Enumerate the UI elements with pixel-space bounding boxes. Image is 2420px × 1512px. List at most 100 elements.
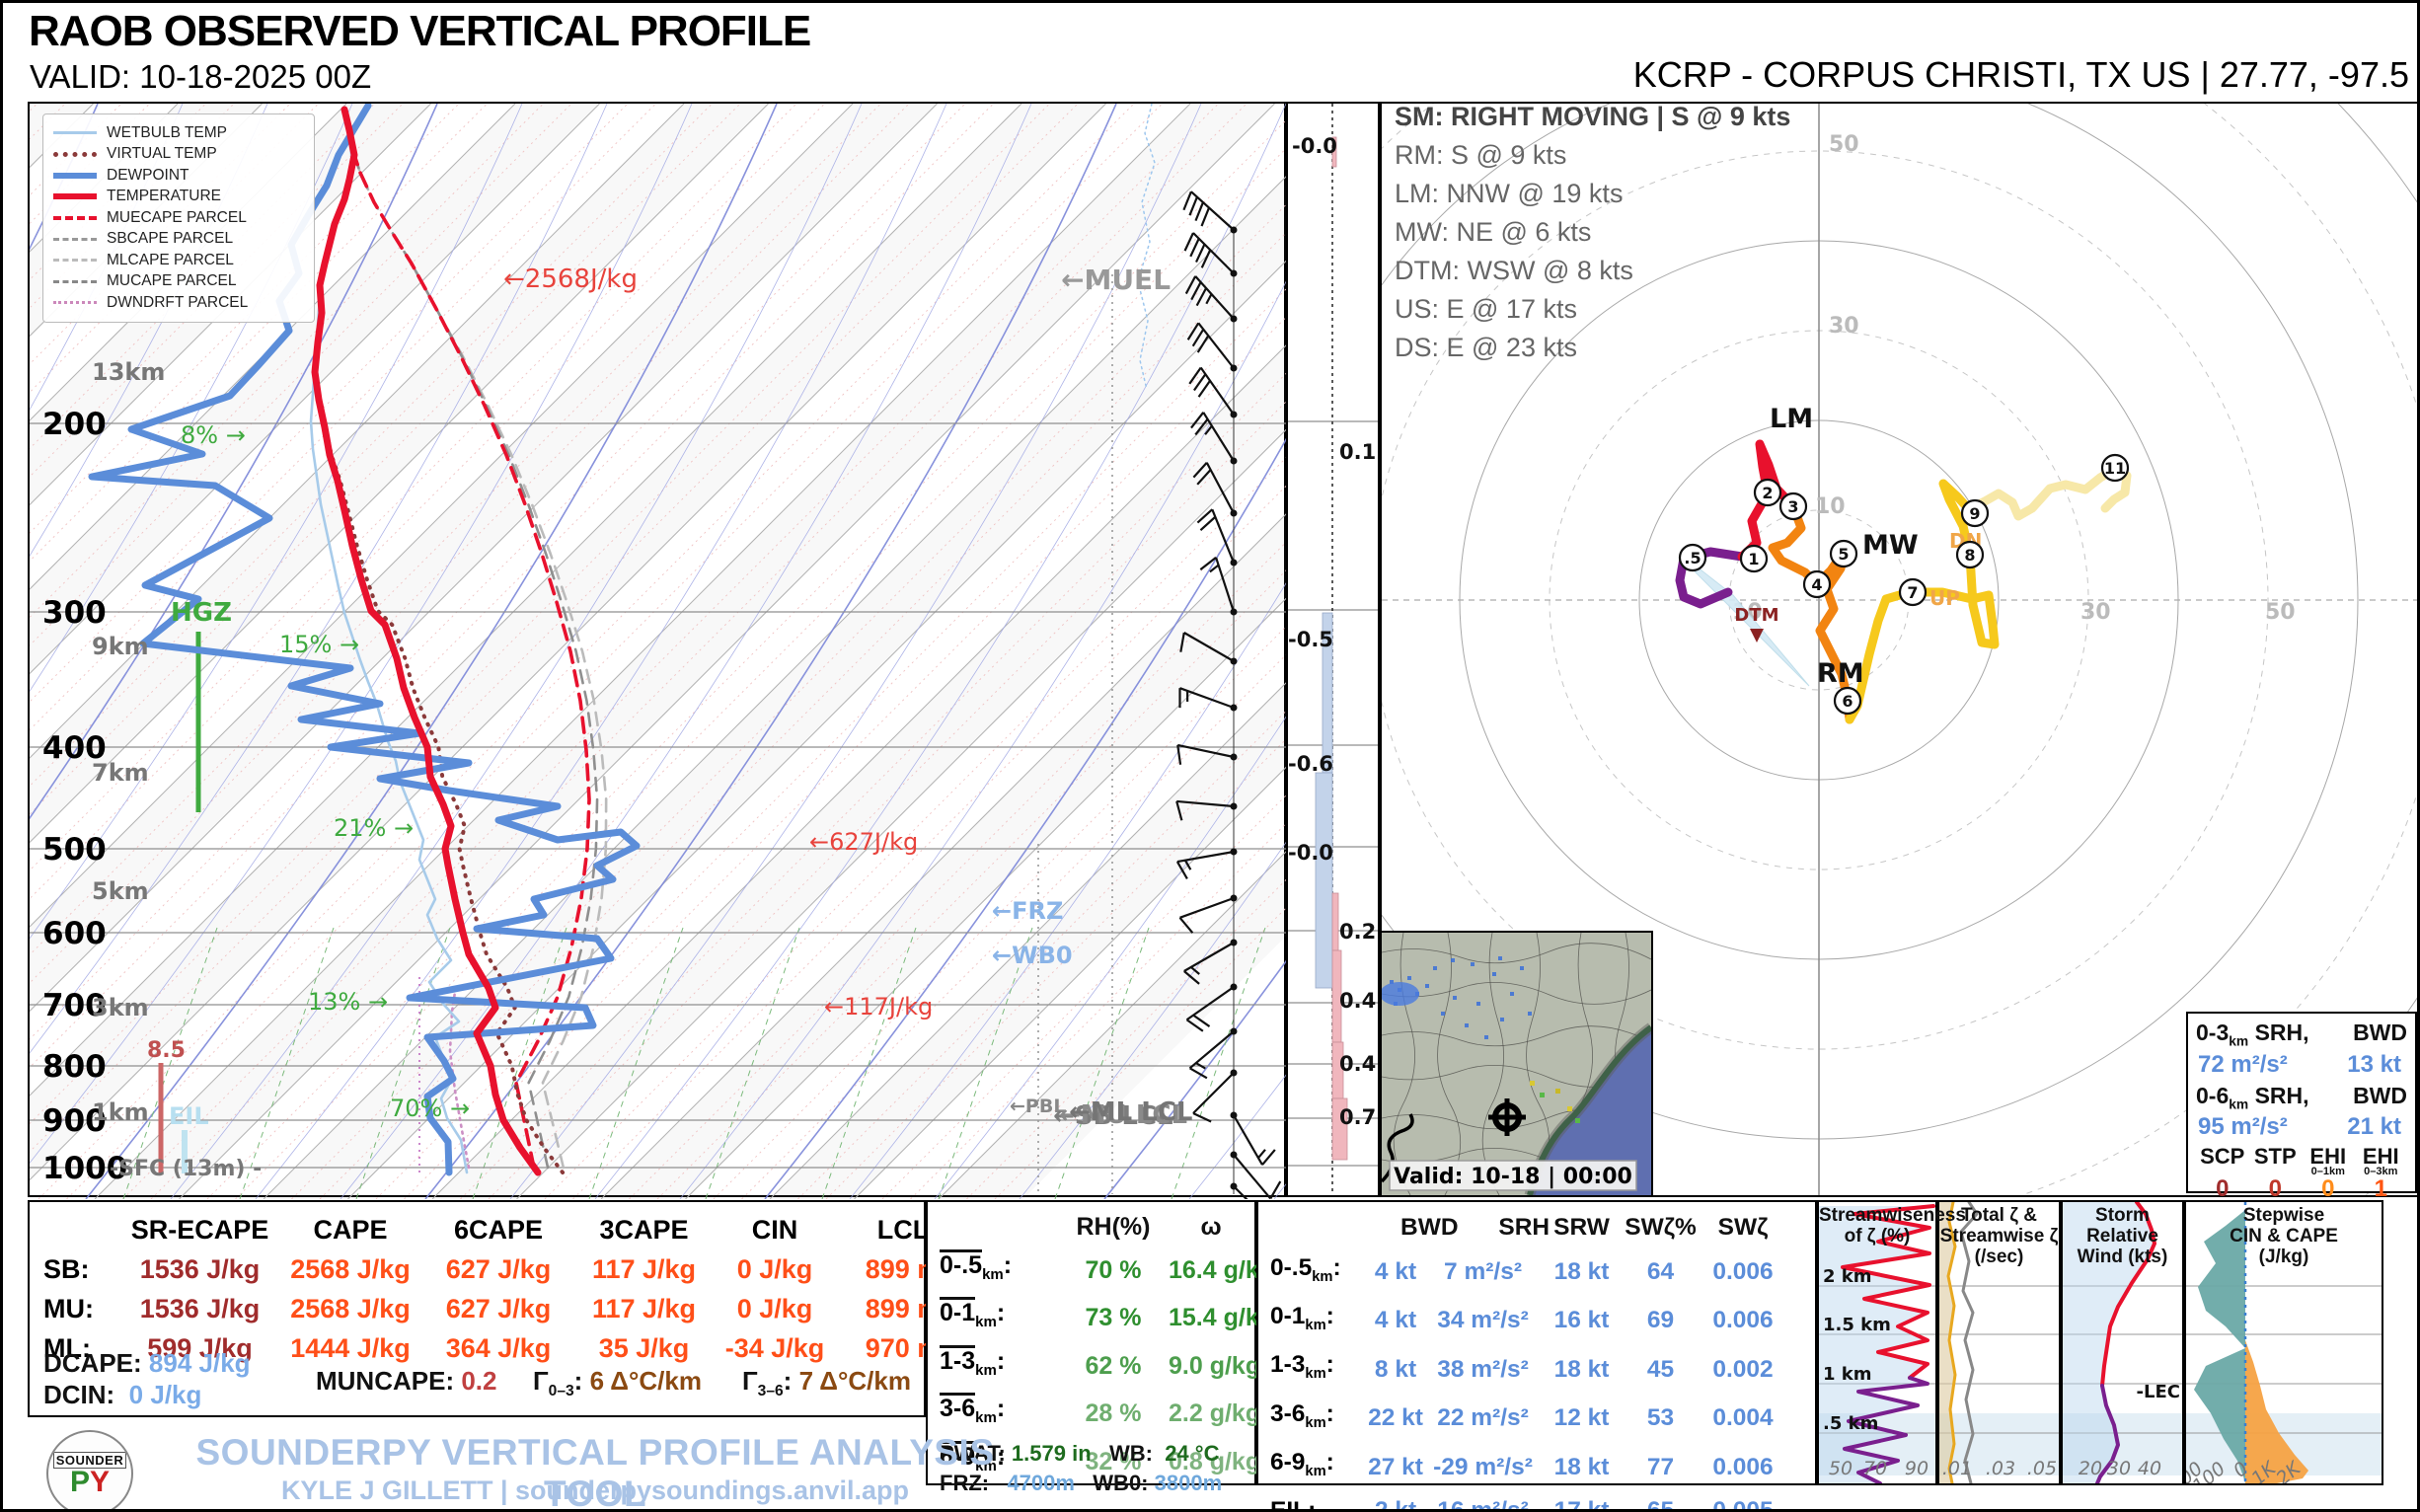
svg-text:5km: 5km xyxy=(92,877,149,905)
svg-text:0.7: 0.7 xyxy=(1339,1105,1376,1129)
temp-advection-column: -0.0 0.1 -0.5 -0.6 -0.0 0.2 0.4 0.4 0.7 xyxy=(1286,102,1380,1197)
svg-text:6: 6 xyxy=(1842,692,1853,711)
svg-text:1km: 1km xyxy=(92,1098,149,1126)
footer-title: SOUNDERPY VERTICAL PROFILE ANALYSIS TOOL xyxy=(195,1432,995,1512)
kinematics-header-row: BWD SRH SRW SWζ% SWζ xyxy=(1400,1214,1769,1241)
storm-motion-line: DS: E @ 23 kts xyxy=(1395,333,1577,362)
svg-text:900: 900 xyxy=(42,1103,107,1139)
svg-text:90: 90 xyxy=(1905,1458,1928,1479)
svg-text:1.5 km: 1.5 km xyxy=(1823,1315,1891,1335)
advection-plot: -0.0 0.1 -0.5 -0.6 -0.0 0.2 0.4 0.4 0.7 xyxy=(1288,104,1378,1195)
svg-text:8.5: 8.5 xyxy=(147,1038,186,1063)
srh-3km-label: 0-3km SRH, BWD xyxy=(2196,1020,2407,1049)
srh-6km-values: 95 m²/s² 21 kt xyxy=(2198,1113,2401,1141)
svg-text:40: 40 xyxy=(2138,1458,2161,1479)
storm-motion-line: DTM: WSW @ 8 kts xyxy=(1395,256,1633,285)
svg-text:21% →: 21% → xyxy=(334,814,414,842)
svg-text:DTM: DTM xyxy=(1734,605,1778,626)
svg-text:HGZ: HGZ xyxy=(171,598,232,628)
svg-text:8: 8 xyxy=(1964,546,1975,565)
legend-line-sample xyxy=(53,151,97,157)
skewt-plot: 200 300 400 500 600 700 800 900 1000 13km 9km 7km 5k… xyxy=(30,104,1288,1243)
svg-text:50: 50 xyxy=(2265,600,2296,625)
svg-text:0.2: 0.2 xyxy=(1339,920,1376,944)
svg-text:0.4: 0.4 xyxy=(1339,1052,1376,1076)
storm-motion-line: LM: NNW @ 19 kts xyxy=(1395,179,1624,208)
svg-text:-LEC: -LEC xyxy=(2137,1382,2180,1402)
svg-text:9: 9 xyxy=(1969,504,1980,523)
svg-text:.5: .5 xyxy=(1684,549,1701,567)
svg-text:1000: 1000 xyxy=(42,1151,127,1186)
svg-text:600: 600 xyxy=(42,916,107,951)
legend-item: MUECAPE PARCEL xyxy=(53,207,304,229)
muncape: MUNCAPE: 0.2 xyxy=(316,1366,497,1396)
svg-text:-0.6: -0.6 xyxy=(1288,752,1333,776)
svg-text:1: 1 xyxy=(1748,550,1759,568)
thermo-row: ML: 599 J/kg 1444 J/kg 364 J/kg 35 J/kg -34 J… xyxy=(43,1333,942,1363)
svg-text:-0.0: -0.0 xyxy=(1292,134,1337,158)
legend-item: DEWPOINT xyxy=(53,165,304,187)
svg-text:-SFC (13m) -: -SFC (13m) - xyxy=(110,1157,262,1181)
composite-indices: SCP 0 STP 0 EHI 0–1km 0 EHI 0–3km 1 xyxy=(2200,1144,2399,1203)
svg-text:0.4: 0.4 xyxy=(1339,989,1376,1013)
svg-text:13% →: 13% → xyxy=(308,988,388,1016)
kinematics-row: 3-6km: 22 kt 22 m²/s² 12 kt 53 0.004 xyxy=(1270,1399,1774,1432)
legend-line-sample xyxy=(53,279,97,283)
map-inset: Valid: 10-18 | 00:00 xyxy=(1380,931,1653,1197)
storm-motion-text: SM: RIGHT MOVING | S @ 9 kts RM: S @ 9 kt… xyxy=(1395,98,1790,367)
svg-text:2: 2 xyxy=(1762,484,1773,502)
svg-text:30: 30 xyxy=(1829,314,1859,339)
svg-text:70: 70 xyxy=(1863,1458,1887,1479)
svg-text:MW: MW xyxy=(1862,530,1919,561)
svg-text:←SB LCL: ←SB LCL xyxy=(1053,1101,1173,1131)
legend-item: MLCAPE PARCEL xyxy=(53,250,304,271)
svg-text:←2568J/kg: ←2568J/kg xyxy=(503,265,638,294)
svg-text:11: 11 xyxy=(2104,459,2126,478)
svg-text:←627J/kg: ←627J/kg xyxy=(809,828,918,856)
mini-panel-sr-wind: Storm Relative Wind (kts) -LEC 20 30 40 xyxy=(2061,1200,2184,1485)
svg-text:←PBL: ←PBL xyxy=(1010,1096,1065,1117)
svg-text:UP: UP xyxy=(1929,586,1960,610)
frz: FRZ: 4700m WB0: 3800m xyxy=(940,1471,1223,1495)
legend-item: VIRTUAL TEMP xyxy=(53,144,304,166)
svg-text:700: 700 xyxy=(42,988,107,1023)
mini-panel-title: Streamwiseness of ζ (%) xyxy=(1819,1205,1966,1247)
sounderpy-logo: SOUNDER PY xyxy=(46,1430,133,1509)
kinematics-row: 0-1km: 4 kt 34 m²/s² 16 kt 69 0.006 xyxy=(1270,1302,1774,1334)
moisture-row: 0-.5km: 70 % 16.4 g/kg xyxy=(940,1248,1274,1284)
lapse-rate-3-6: Γ3–6: 7 Δ°C/km xyxy=(742,1366,911,1400)
mini-panel-total-zeta: Total ζ & Streamwise ζ (/sec) .01 .03 .05 xyxy=(1937,1200,2061,1485)
storm-motion-line: MW: NE @ 6 kts xyxy=(1395,217,1592,247)
mini-panel-streamwiseness: Streamwiseness of ζ (%) 2 km 1.5 km 1 km .5 k… xyxy=(1817,1200,1966,1485)
svg-text:7km: 7km xyxy=(92,759,149,787)
svg-text:.01: .01 xyxy=(1942,1458,1972,1479)
legend-line-sample xyxy=(53,172,97,179)
dcape: DCAPE: 894 J/kg xyxy=(43,1348,251,1378)
svg-text:9km: 9km xyxy=(92,633,149,660)
svg-text:5: 5 xyxy=(1838,545,1849,564)
svg-text:300: 300 xyxy=(42,595,107,631)
svg-text:200: 200 xyxy=(42,407,107,442)
legend-item: SBCAPE PARCEL xyxy=(53,229,304,251)
legend-line-sample xyxy=(53,193,97,200)
legend-item: MUCAPE PARCEL xyxy=(53,271,304,293)
dcin: DCIN: 0 J/kg xyxy=(43,1380,202,1409)
thermo-row: MU: 1536 J/kg 2568 J/kg 627 J/kg 117 J/kg 0 J… xyxy=(43,1294,942,1323)
svg-text:Valid: 10-18 | 00:00: Valid: 10-18 | 00:00 xyxy=(1394,1165,1632,1189)
svg-text:←ML LCL: ←ML LCL xyxy=(1069,1097,1193,1127)
svg-text:20: 20 xyxy=(2079,1458,2102,1479)
storm-motion-line: SM: RIGHT MOVING | S @ 9 kts xyxy=(1395,102,1791,131)
page-title: RAOB OBSERVED VERTICAL PROFILE xyxy=(29,7,811,55)
legend-line-sample xyxy=(53,237,97,241)
svg-text:0.1: 0.1 xyxy=(1339,440,1376,464)
legend-item: DWNDRFT PARCEL xyxy=(53,292,304,314)
svg-text:-0.0: -0.0 xyxy=(1288,841,1333,865)
svg-text:←WB0: ←WB0 xyxy=(992,942,1073,969)
svg-text:←FRZ: ←FRZ xyxy=(992,897,1063,925)
legend-line-sample xyxy=(53,131,97,135)
moisture-row: 0-1km: 73 % 15.4 g/kg xyxy=(940,1297,1274,1331)
svg-text:30: 30 xyxy=(2080,600,2111,625)
svg-text:400: 400 xyxy=(42,730,107,766)
